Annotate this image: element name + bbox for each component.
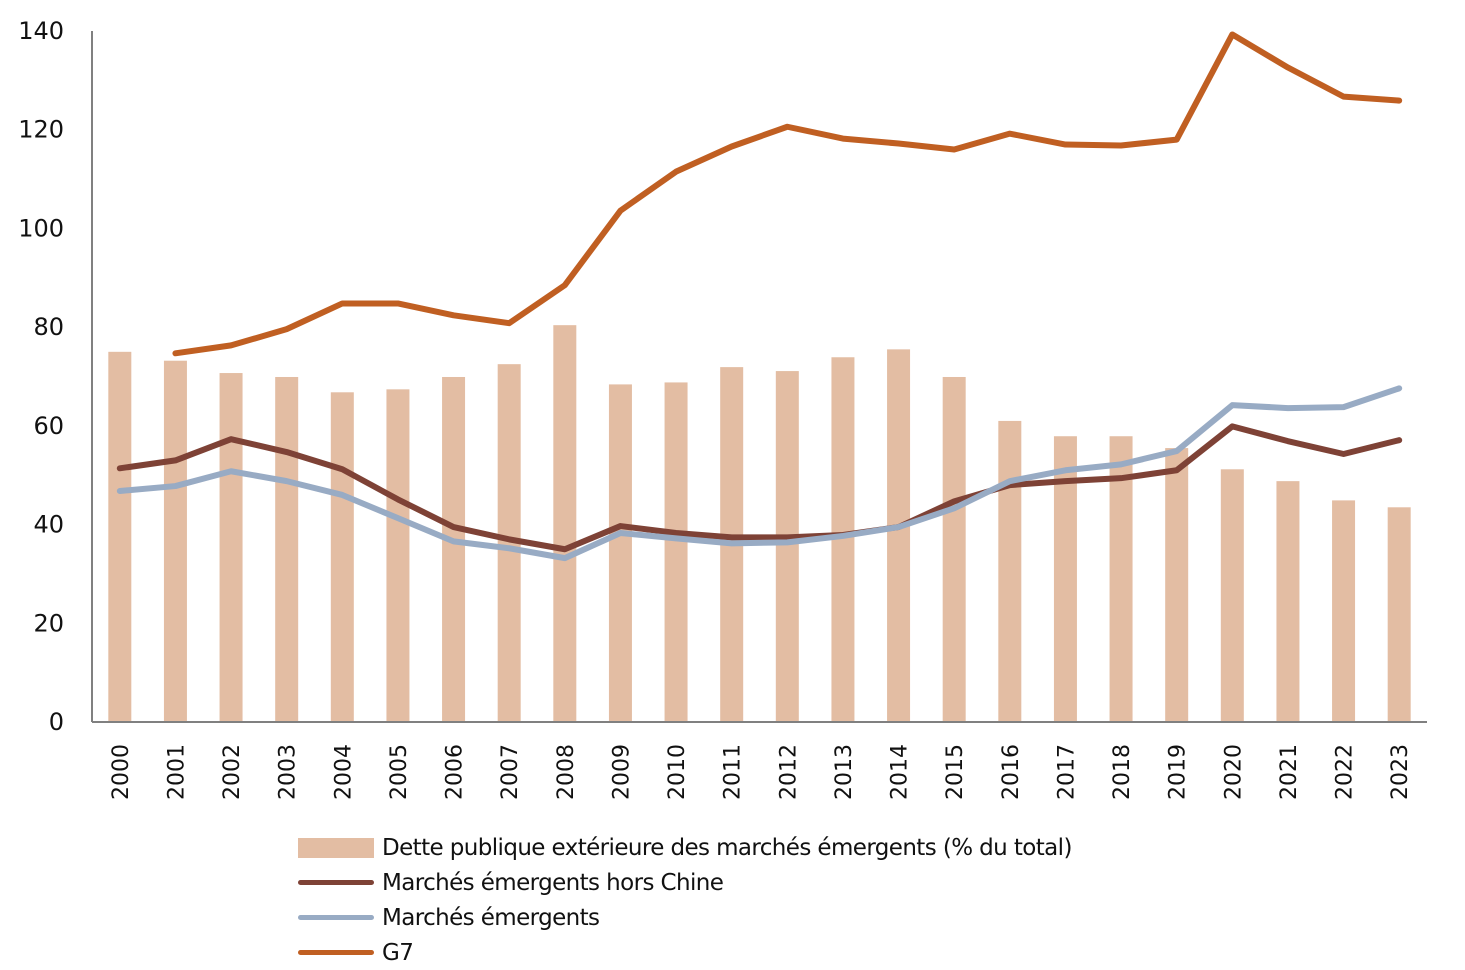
y-tick-label: 140 (18, 17, 64, 45)
y-tick-label: 0 (49, 708, 64, 736)
legend-label: G7 (382, 940, 413, 966)
bar-2001 (164, 361, 187, 722)
line-marches-emergents (120, 388, 1399, 558)
x-tick-label: 2009 (609, 744, 634, 800)
y-tick-labels: 0 20 40 60 80 100 120 140 (18, 17, 64, 736)
line-g7 (175, 34, 1399, 353)
legend-label: Dette publique extérieure des marchés ém… (382, 835, 1072, 861)
x-tick-labels: 2000 2001 2002 2003 2004 2005 2006 2007 2008 2009… (109, 744, 1413, 800)
bar-2009 (609, 384, 632, 722)
bar-2014 (887, 349, 910, 722)
x-tick-label: 2006 (443, 744, 468, 800)
y-tick-label: 100 (18, 214, 64, 242)
y-tick-label: 60 (33, 412, 64, 440)
x-tick-label: 2001 (164, 744, 189, 800)
x-tick-label: 2004 (331, 744, 356, 800)
x-tick-label: 2016 (999, 744, 1024, 800)
bar-2019 (1165, 448, 1188, 722)
legend-item-g7: G7 (298, 935, 1072, 970)
x-tick-label: 2012 (776, 744, 801, 800)
x-tick-label: 2003 (276, 744, 301, 800)
legend-swatch-line (298, 950, 374, 955)
x-tick-label: 2021 (1277, 744, 1302, 800)
y-tick-label: 40 (33, 511, 64, 539)
bar-series (108, 325, 1410, 722)
bar-2004 (331, 392, 354, 722)
bar-2016 (998, 421, 1021, 722)
legend-label: Marchés émergents hors Chine (382, 870, 723, 896)
x-tick-label: 2000 (109, 744, 134, 800)
bar-2000 (108, 352, 131, 722)
legend-item-em-external-debt: Dette publique extérieure des marchés ém… (298, 830, 1072, 865)
bar-2015 (943, 377, 966, 722)
x-tick-label: 2014 (888, 744, 913, 800)
bar-2012 (776, 371, 799, 722)
bar-2020 (1221, 469, 1244, 722)
y-tick-label: 20 (33, 609, 64, 637)
x-tick-label: 2011 (721, 744, 746, 800)
bar-2023 (1388, 507, 1411, 722)
bar-2005 (386, 389, 409, 722)
y-tick-label: 120 (18, 116, 64, 144)
x-tick-label: 2013 (832, 744, 857, 800)
x-tick-label: 2023 (1388, 744, 1413, 800)
x-tick-label: 2008 (554, 744, 579, 800)
bar-2022 (1332, 500, 1355, 722)
x-tick-label: 2017 (1054, 744, 1079, 800)
bar-2008 (553, 325, 576, 722)
x-tick-label: 2015 (943, 744, 968, 800)
y-tick-label: 80 (33, 313, 64, 341)
bar-2010 (665, 382, 688, 722)
legend-label: Marchés émergents (382, 905, 599, 931)
legend-item-em: Marchés émergents (298, 900, 1072, 935)
x-tick-label: 2022 (1333, 744, 1358, 800)
line-series (120, 34, 1400, 558)
x-tick-label: 2005 (387, 744, 412, 800)
x-tick-label: 2018 (1110, 744, 1135, 800)
legend-item-em-ex-china: Marchés émergents hors Chine (298, 865, 1072, 900)
bar-2002 (220, 373, 243, 722)
x-tick-label: 2007 (498, 744, 523, 800)
legend: Dette publique extérieure des marchés ém… (298, 830, 1072, 970)
x-tick-label: 2002 (220, 744, 245, 800)
x-tick-label: 2010 (665, 744, 690, 800)
x-tick-label: 2020 (1221, 744, 1246, 800)
legend-swatch-line (298, 880, 374, 885)
bar-2006 (442, 377, 465, 722)
bar-2021 (1276, 481, 1299, 722)
x-tick-label: 2019 (1166, 744, 1191, 800)
legend-swatch-bar (298, 838, 374, 858)
legend-swatch-line (298, 915, 374, 920)
bar-2003 (275, 377, 298, 722)
